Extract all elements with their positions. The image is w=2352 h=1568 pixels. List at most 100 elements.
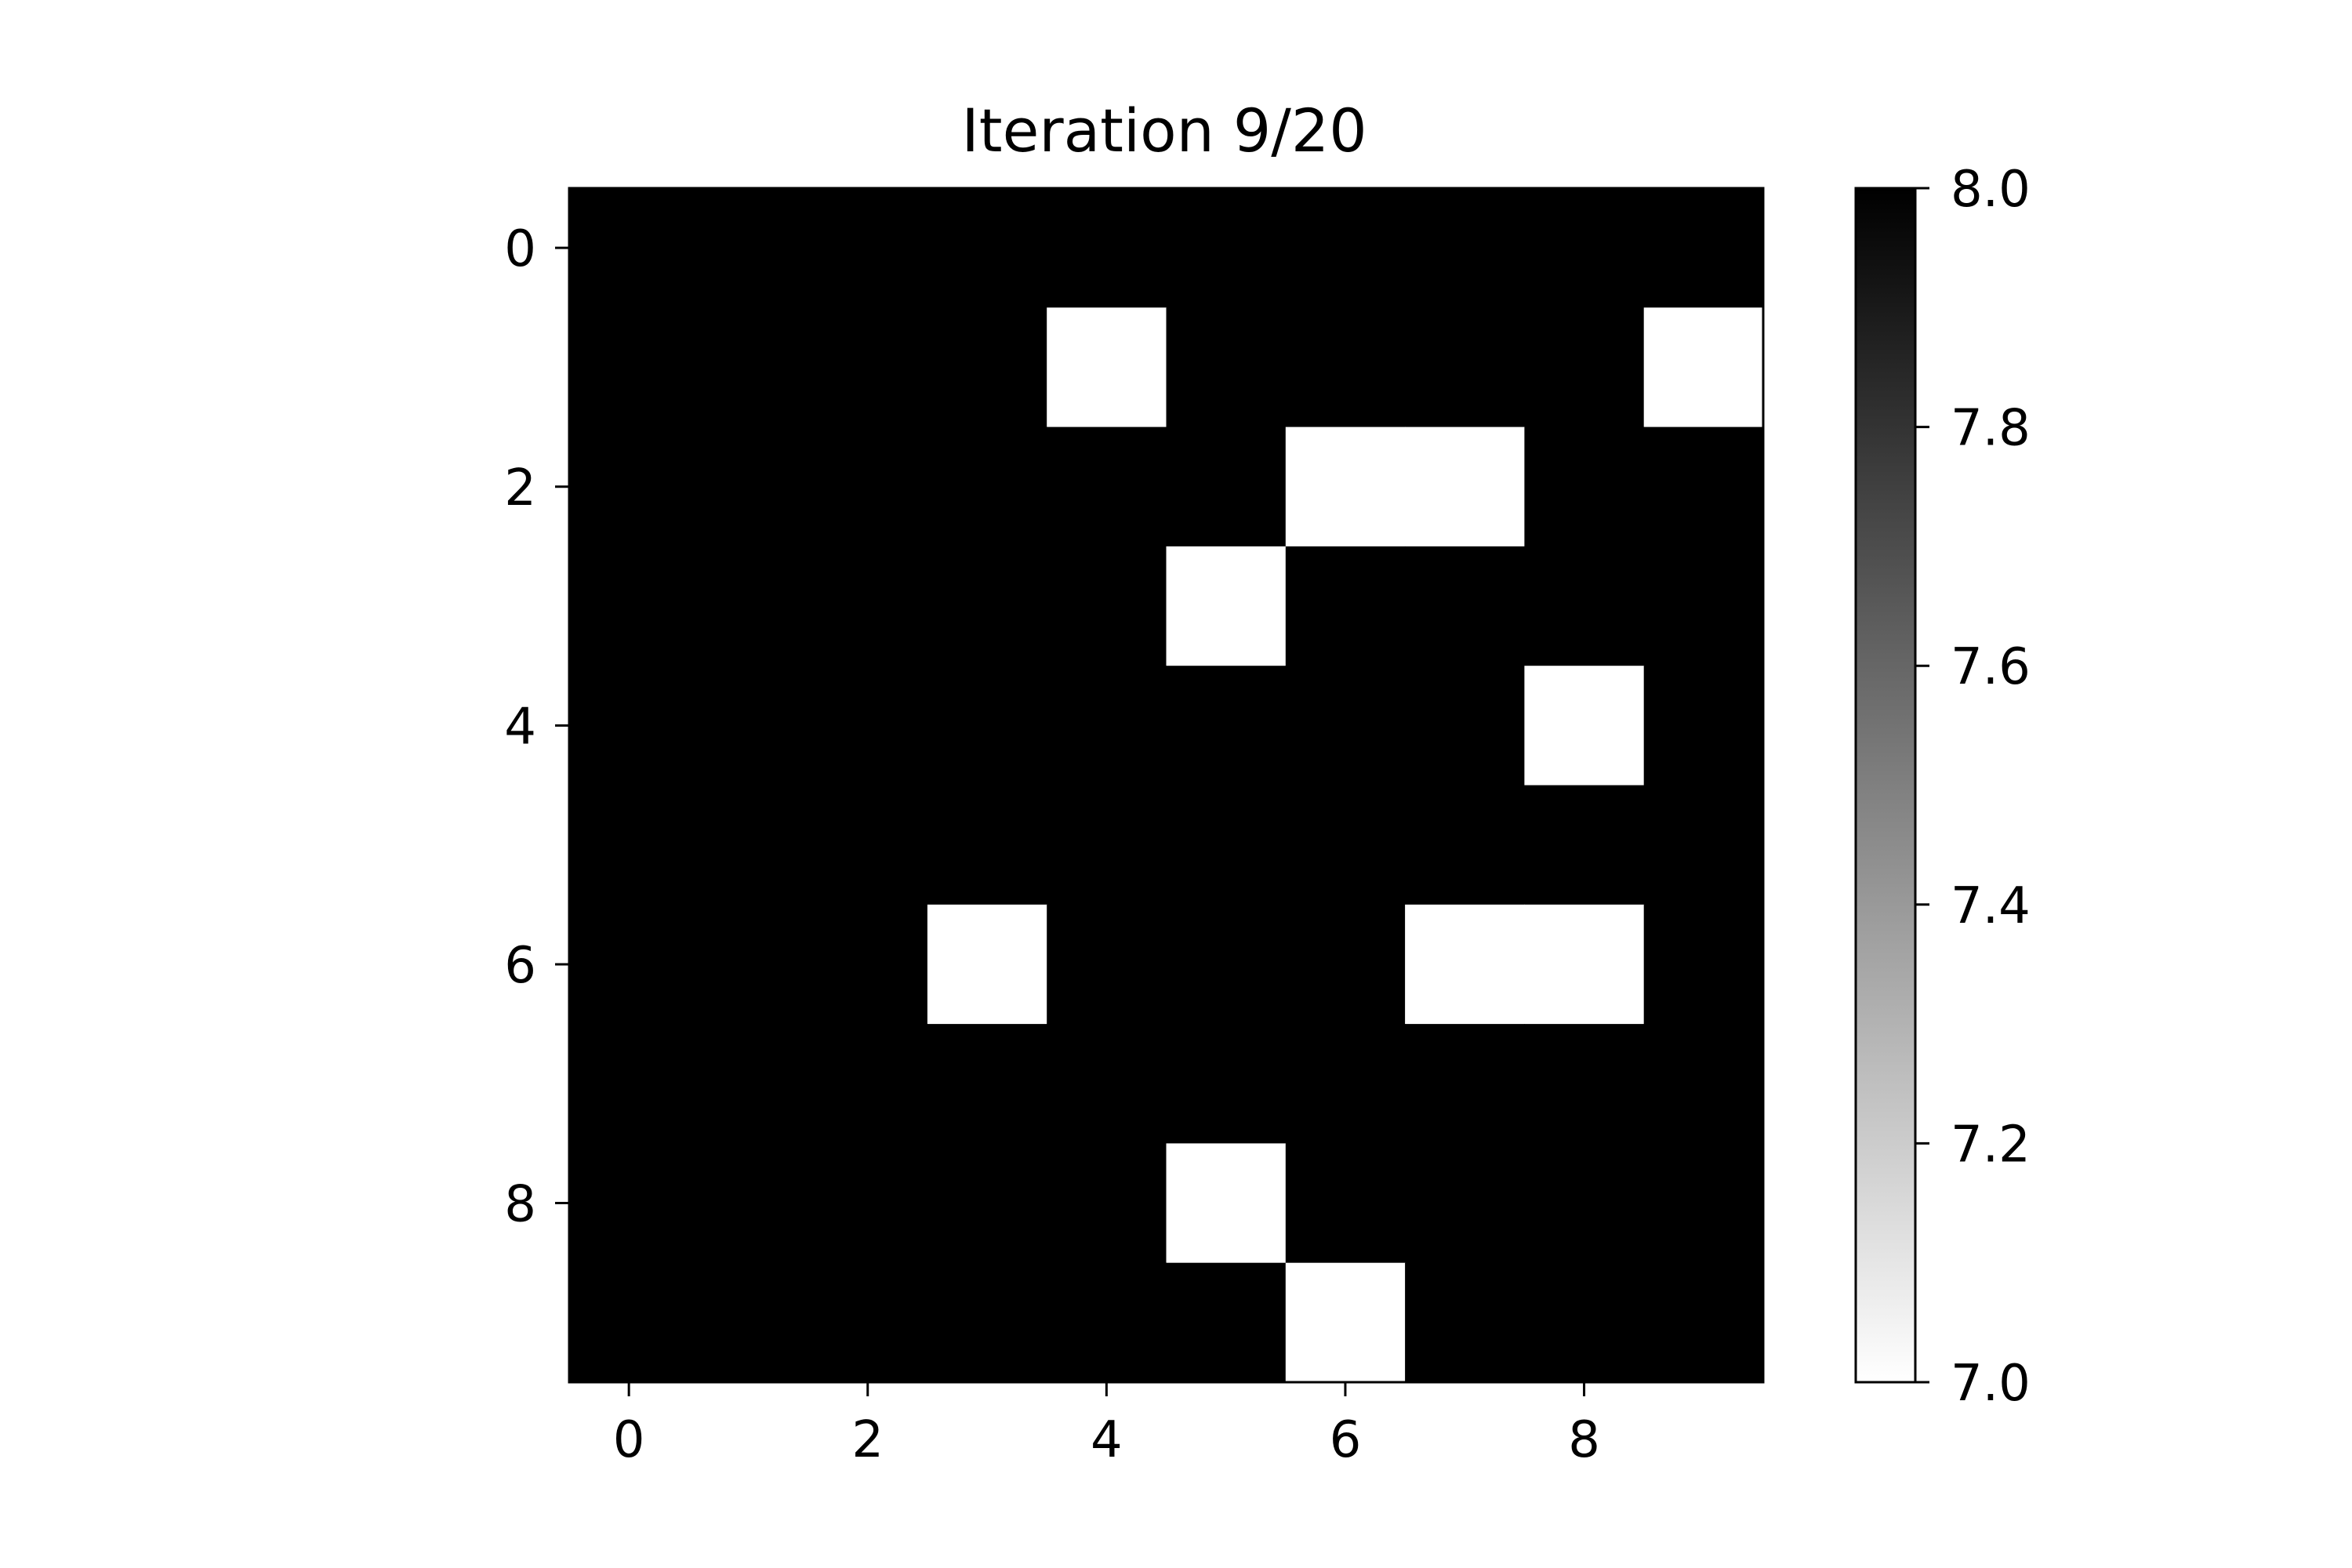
y-axis: 0 2 4 6 8 bbox=[504, 220, 569, 1234]
heatmap-cell bbox=[1166, 188, 1287, 308]
colorbar-tick-label: 7.4 bbox=[1951, 877, 2031, 935]
heatmap-cells bbox=[569, 188, 1764, 1383]
heatmap-cell bbox=[1166, 1143, 1287, 1264]
colorbar-axis: 7.0 7.2 7.4 7.6 7.8 8.0 bbox=[1915, 161, 2031, 1413]
heatmap-cell bbox=[808, 307, 928, 428]
y-tick-label: 4 bbox=[504, 698, 536, 756]
heatmap-cell bbox=[688, 785, 809, 906]
heatmap-cell bbox=[1405, 188, 1525, 308]
heatmap-cell bbox=[927, 785, 1047, 906]
y-tick-label: 0 bbox=[504, 220, 536, 278]
heatmap-cell bbox=[1405, 307, 1525, 428]
x-tick-label: 8 bbox=[1568, 1411, 1600, 1469]
heatmap-cell bbox=[1166, 546, 1287, 666]
heatmap-cell bbox=[688, 307, 809, 428]
heatmap-cell bbox=[1643, 1143, 1764, 1264]
heatmap-cell bbox=[808, 785, 928, 906]
heatmap-cell bbox=[1166, 1024, 1287, 1144]
heatmap-cell bbox=[1285, 546, 1406, 666]
heatmap-cell bbox=[1285, 188, 1406, 308]
heatmap-cell bbox=[688, 426, 809, 547]
heatmap-cell bbox=[688, 1024, 809, 1144]
heatmap-cell bbox=[927, 904, 1047, 1025]
heatmap-cell bbox=[1524, 1024, 1645, 1144]
heatmap-cell bbox=[1643, 188, 1764, 308]
heatmap-cell bbox=[1047, 904, 1167, 1025]
heatmap-cell bbox=[1643, 904, 1764, 1025]
y-tick-label: 6 bbox=[504, 937, 536, 995]
heatmap-cell bbox=[1166, 1262, 1287, 1383]
heatmap-cell bbox=[688, 1262, 809, 1383]
colorbar-tick-label: 7.8 bbox=[1951, 400, 2031, 458]
heatmap-cell bbox=[808, 904, 928, 1025]
heatmap-cell bbox=[808, 188, 928, 308]
colorbar-tick-label: 7.6 bbox=[1951, 638, 2031, 696]
heatmap-cell bbox=[569, 1143, 689, 1264]
heatmap-cell bbox=[1047, 188, 1167, 308]
heatmap-cell bbox=[569, 1262, 689, 1383]
heatmap-cell bbox=[1166, 426, 1287, 547]
heatmap-cell bbox=[927, 426, 1047, 547]
heatmap-cell bbox=[1285, 307, 1406, 428]
heatmap-cell bbox=[1524, 546, 1645, 666]
heatmap-cell bbox=[808, 426, 928, 547]
y-tick-label: 8 bbox=[504, 1176, 536, 1234]
heatmap-cell bbox=[1405, 1143, 1525, 1264]
heatmap-cell bbox=[1643, 666, 1764, 786]
heatmap-cell bbox=[1047, 307, 1167, 428]
heatmap-cell bbox=[1285, 785, 1406, 906]
heatmap-cell bbox=[1285, 666, 1406, 786]
heatmap-cell bbox=[688, 188, 809, 308]
heatmap-cell bbox=[927, 666, 1047, 786]
x-axis: 0 2 4 6 8 bbox=[613, 1382, 1600, 1469]
heatmap-cell bbox=[1166, 307, 1287, 428]
heatmap-cell bbox=[1047, 1024, 1167, 1144]
heatmap-cell bbox=[688, 546, 809, 666]
heatmap-cell bbox=[927, 546, 1047, 666]
heatmap-cell bbox=[1524, 785, 1645, 906]
colorbar-bar bbox=[1854, 187, 1917, 1384]
y-tick-label: 2 bbox=[504, 459, 536, 517]
heatmap-cell bbox=[1405, 1262, 1525, 1383]
heatmap-cell bbox=[808, 666, 928, 786]
heatmap-cell bbox=[569, 666, 689, 786]
x-tick-label: 0 bbox=[613, 1411, 645, 1469]
heatmap-cell bbox=[1166, 666, 1287, 786]
colorbar-tick-label: 7.2 bbox=[1951, 1116, 2031, 1174]
heatmap-cell bbox=[927, 1143, 1047, 1264]
heatmap-cell bbox=[1166, 904, 1287, 1025]
heatmap-cell bbox=[569, 1024, 689, 1144]
heatmap-cell bbox=[569, 785, 689, 906]
chart-title: Iteration 9/20 bbox=[961, 96, 1367, 165]
heatmap-cell bbox=[1166, 785, 1287, 906]
heatmap-cell bbox=[1285, 1262, 1406, 1383]
heatmap-cell bbox=[1285, 1024, 1406, 1144]
heatmap-cell bbox=[1524, 188, 1645, 308]
heatmap-cell bbox=[927, 188, 1047, 308]
heatmap-cell bbox=[1524, 666, 1645, 786]
heatmap-cell bbox=[1643, 785, 1764, 906]
heatmap-cell bbox=[808, 1262, 928, 1383]
heatmap-cell bbox=[1524, 1262, 1645, 1383]
heatmap-cell bbox=[1047, 546, 1167, 666]
heatmap-cell bbox=[1285, 904, 1406, 1025]
heatmap-cell bbox=[1405, 426, 1525, 547]
colorbar-tick-label: 7.0 bbox=[1951, 1355, 2031, 1413]
heatmap-cell bbox=[1643, 1262, 1764, 1383]
heatmap-cell bbox=[1047, 785, 1167, 906]
heatmap-cell bbox=[569, 904, 689, 1025]
heatmap-cell bbox=[808, 1024, 928, 1144]
heatmap-cell bbox=[1405, 785, 1525, 906]
heatmap-cell bbox=[1405, 1024, 1525, 1144]
heatmap-cell bbox=[808, 1143, 928, 1264]
heatmap-cell bbox=[1524, 307, 1645, 428]
heatmap-cell bbox=[1524, 904, 1645, 1025]
heatmap-cell bbox=[927, 307, 1047, 428]
heatmap-cell bbox=[1643, 546, 1764, 666]
heatmap-cell bbox=[1524, 426, 1645, 547]
plot-frame bbox=[568, 187, 1765, 1384]
heatmap-cell bbox=[569, 546, 689, 666]
heatmap-cell bbox=[1405, 904, 1525, 1025]
heatmap-cell bbox=[1285, 426, 1406, 547]
